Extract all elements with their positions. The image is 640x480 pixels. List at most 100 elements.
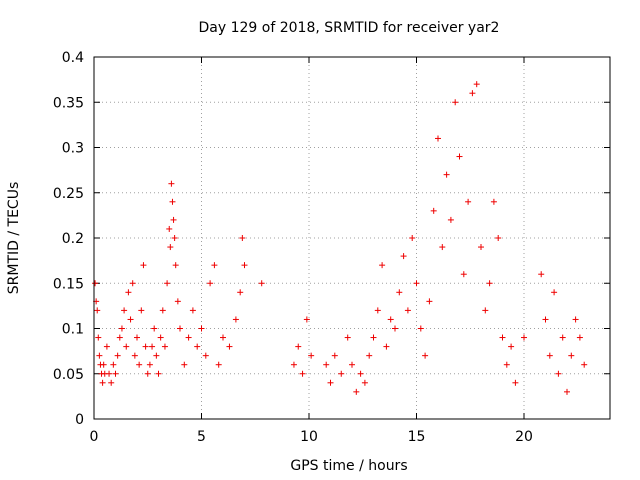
data-point: [400, 253, 407, 260]
data-point: [258, 280, 265, 287]
data-point: [136, 361, 143, 368]
data-point: [194, 343, 201, 350]
data-point: [308, 352, 315, 359]
data-point: [503, 361, 510, 368]
data-point: [92, 280, 99, 287]
data-point: [490, 198, 497, 205]
data-point: [576, 334, 583, 341]
data-point: [478, 244, 484, 251]
data-point: [94, 307, 101, 314]
chart-title: Day 129 of 2018, SRMTID for receiver yar…: [199, 20, 500, 36]
data-point: [110, 361, 117, 368]
data-point: [486, 280, 493, 287]
data-point: [303, 316, 310, 323]
data-point: [357, 370, 364, 377]
data-point: [215, 361, 222, 368]
data-point: [542, 316, 549, 323]
data-point: [220, 334, 226, 341]
data-point: [168, 180, 175, 187]
data-point: [551, 289, 558, 296]
data-point: [151, 325, 158, 332]
data-point: [417, 325, 424, 332]
data-point: [166, 225, 173, 232]
data-point: [473, 81, 480, 88]
data-point: [546, 352, 553, 359]
data-point: [349, 361, 355, 368]
data-point: [452, 99, 459, 106]
data-point: [125, 289, 132, 296]
data-point: [207, 280, 214, 287]
x-axis-label: GPS time / hours: [290, 458, 407, 474]
data-point: [344, 334, 351, 341]
data-point: [331, 352, 338, 359]
y-tick-label: 0.15: [53, 276, 84, 292]
data-point: [131, 352, 138, 359]
data-point: [138, 307, 145, 314]
data-point: [469, 90, 476, 97]
data-point: [374, 307, 381, 314]
data-point: [232, 316, 239, 323]
data-point: [572, 316, 579, 323]
data-point: [123, 343, 130, 350]
data-point: [299, 370, 306, 377]
x-tick-label: 10: [300, 429, 318, 445]
data-point: [159, 307, 166, 314]
data-point: [198, 325, 205, 332]
data-point: [387, 316, 394, 323]
data-point: [559, 334, 566, 341]
y-tick-label: 0.1: [62, 322, 84, 338]
y-tick-label: 0: [75, 412, 84, 428]
data-point: [134, 334, 140, 341]
data-point: [413, 280, 420, 287]
data-point: [99, 379, 106, 386]
data-point: [555, 370, 562, 377]
data-point: [149, 343, 156, 350]
y-tick-label: 0.4: [62, 50, 84, 66]
data-point: [142, 343, 149, 350]
data-point: [116, 334, 123, 341]
data-point: [189, 307, 196, 314]
data-point: [482, 307, 489, 314]
data-point: [161, 343, 168, 350]
data-point: [157, 334, 164, 341]
data-point: [185, 334, 192, 341]
data-point: [435, 135, 441, 142]
y-tick-label: 0.05: [53, 367, 84, 383]
x-tick-label: 0: [90, 429, 99, 445]
data-point: [422, 352, 429, 359]
data-point: [169, 198, 176, 205]
data-point: [338, 370, 345, 377]
data-point: [538, 271, 545, 278]
data-point: [226, 343, 233, 350]
data-points: [92, 81, 588, 395]
y-tick-label: 0.2: [62, 231, 84, 247]
data-point: [456, 153, 463, 160]
data-point: [383, 343, 390, 350]
data-point: [370, 334, 377, 341]
data-point: [323, 361, 330, 368]
data-point: [499, 334, 506, 341]
y-axis-label: SRMTID / TECUs: [6, 182, 22, 295]
data-point: [290, 361, 297, 368]
data-point: [568, 352, 575, 359]
data-point: [495, 235, 502, 241]
data-point: [108, 379, 115, 386]
data-point: [460, 271, 467, 278]
data-point: [430, 207, 437, 214]
data-point: [96, 352, 103, 359]
data-point: [106, 370, 113, 377]
x-tick-label: 5: [197, 429, 206, 445]
data-point: [144, 370, 151, 377]
data-point: [103, 343, 110, 350]
data-point: [155, 370, 162, 377]
data-point: [95, 334, 102, 341]
data-point: [581, 361, 588, 368]
data-point: [353, 388, 360, 395]
grid-lines: [94, 57, 610, 419]
x-tick-label: 20: [515, 429, 533, 445]
data-point: [237, 289, 244, 296]
data-point: [447, 216, 454, 223]
data-point: [366, 352, 373, 359]
data-point: [409, 235, 416, 241]
